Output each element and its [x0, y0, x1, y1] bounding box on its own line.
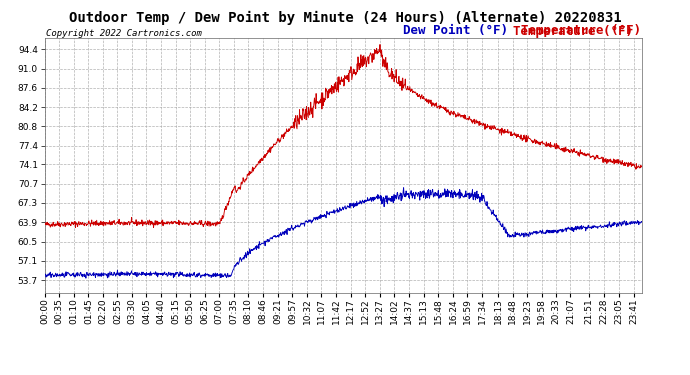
Text: Outdoor Temp / Dew Point by Minute (24 Hours) (Alternate) 20220831: Outdoor Temp / Dew Point by Minute (24 H… — [68, 11, 622, 26]
Text: Dew Point (°F): Dew Point (°F) — [403, 24, 508, 37]
Text: Copyright 2022 Cartronics.com: Copyright 2022 Cartronics.com — [46, 28, 202, 38]
Text: Temperature (°F): Temperature (°F) — [513, 24, 640, 38]
Text: Temperature (°F): Temperature (°F) — [521, 24, 641, 37]
